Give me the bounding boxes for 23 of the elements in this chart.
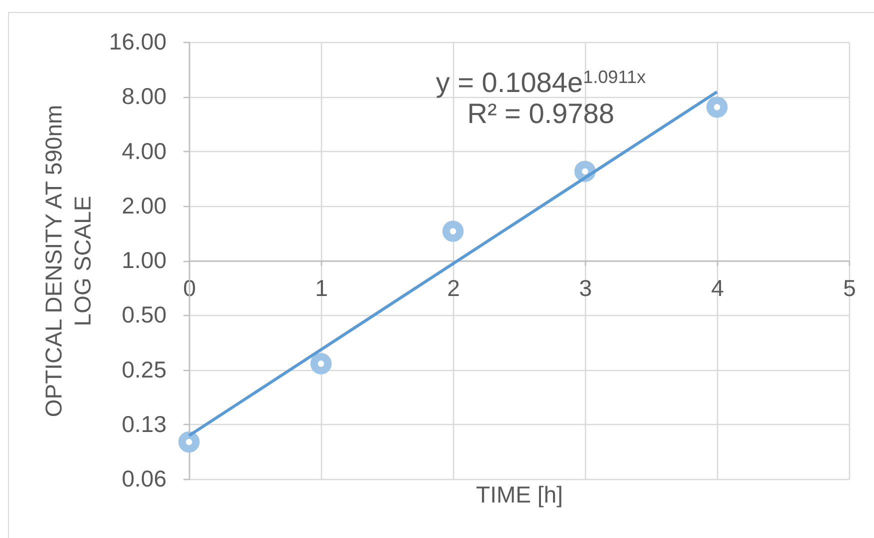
y-tick-label: 0.25 [122,356,166,382]
y-tick-label: 1.00 [122,247,166,273]
point [706,96,728,118]
y-tick-label: 2.00 [122,192,166,218]
y-tick-label: 0.50 [122,302,166,328]
x-tick-label: 4 [711,275,724,301]
y-tick-label: 0.13 [122,410,166,437]
y-tick-label: 8.00 [122,83,166,110]
x-tick-label: 3 [579,275,592,301]
point [310,353,332,374]
x-tick-label: 1 [315,275,328,301]
point [442,220,464,242]
y-tick-label: 0.06 [122,466,166,492]
point [178,431,200,453]
x-axis-title: TIME [h] [476,482,563,508]
x-tick-label: 2 [447,275,460,301]
x-tick-label: 0 [183,275,196,301]
x-tick-label: 5 [843,275,856,301]
y-tick-label: 4.00 [122,138,166,164]
y-axis-title: OPTICAL DENSITY AT 590nm LOG SCALE [40,104,96,418]
annotation: y = 0.1084e$^{1.0911x}$ [436,67,646,98]
annotation: R² = 0.9788 [467,98,614,129]
y-tick-label: 16.00 [108,28,166,54]
